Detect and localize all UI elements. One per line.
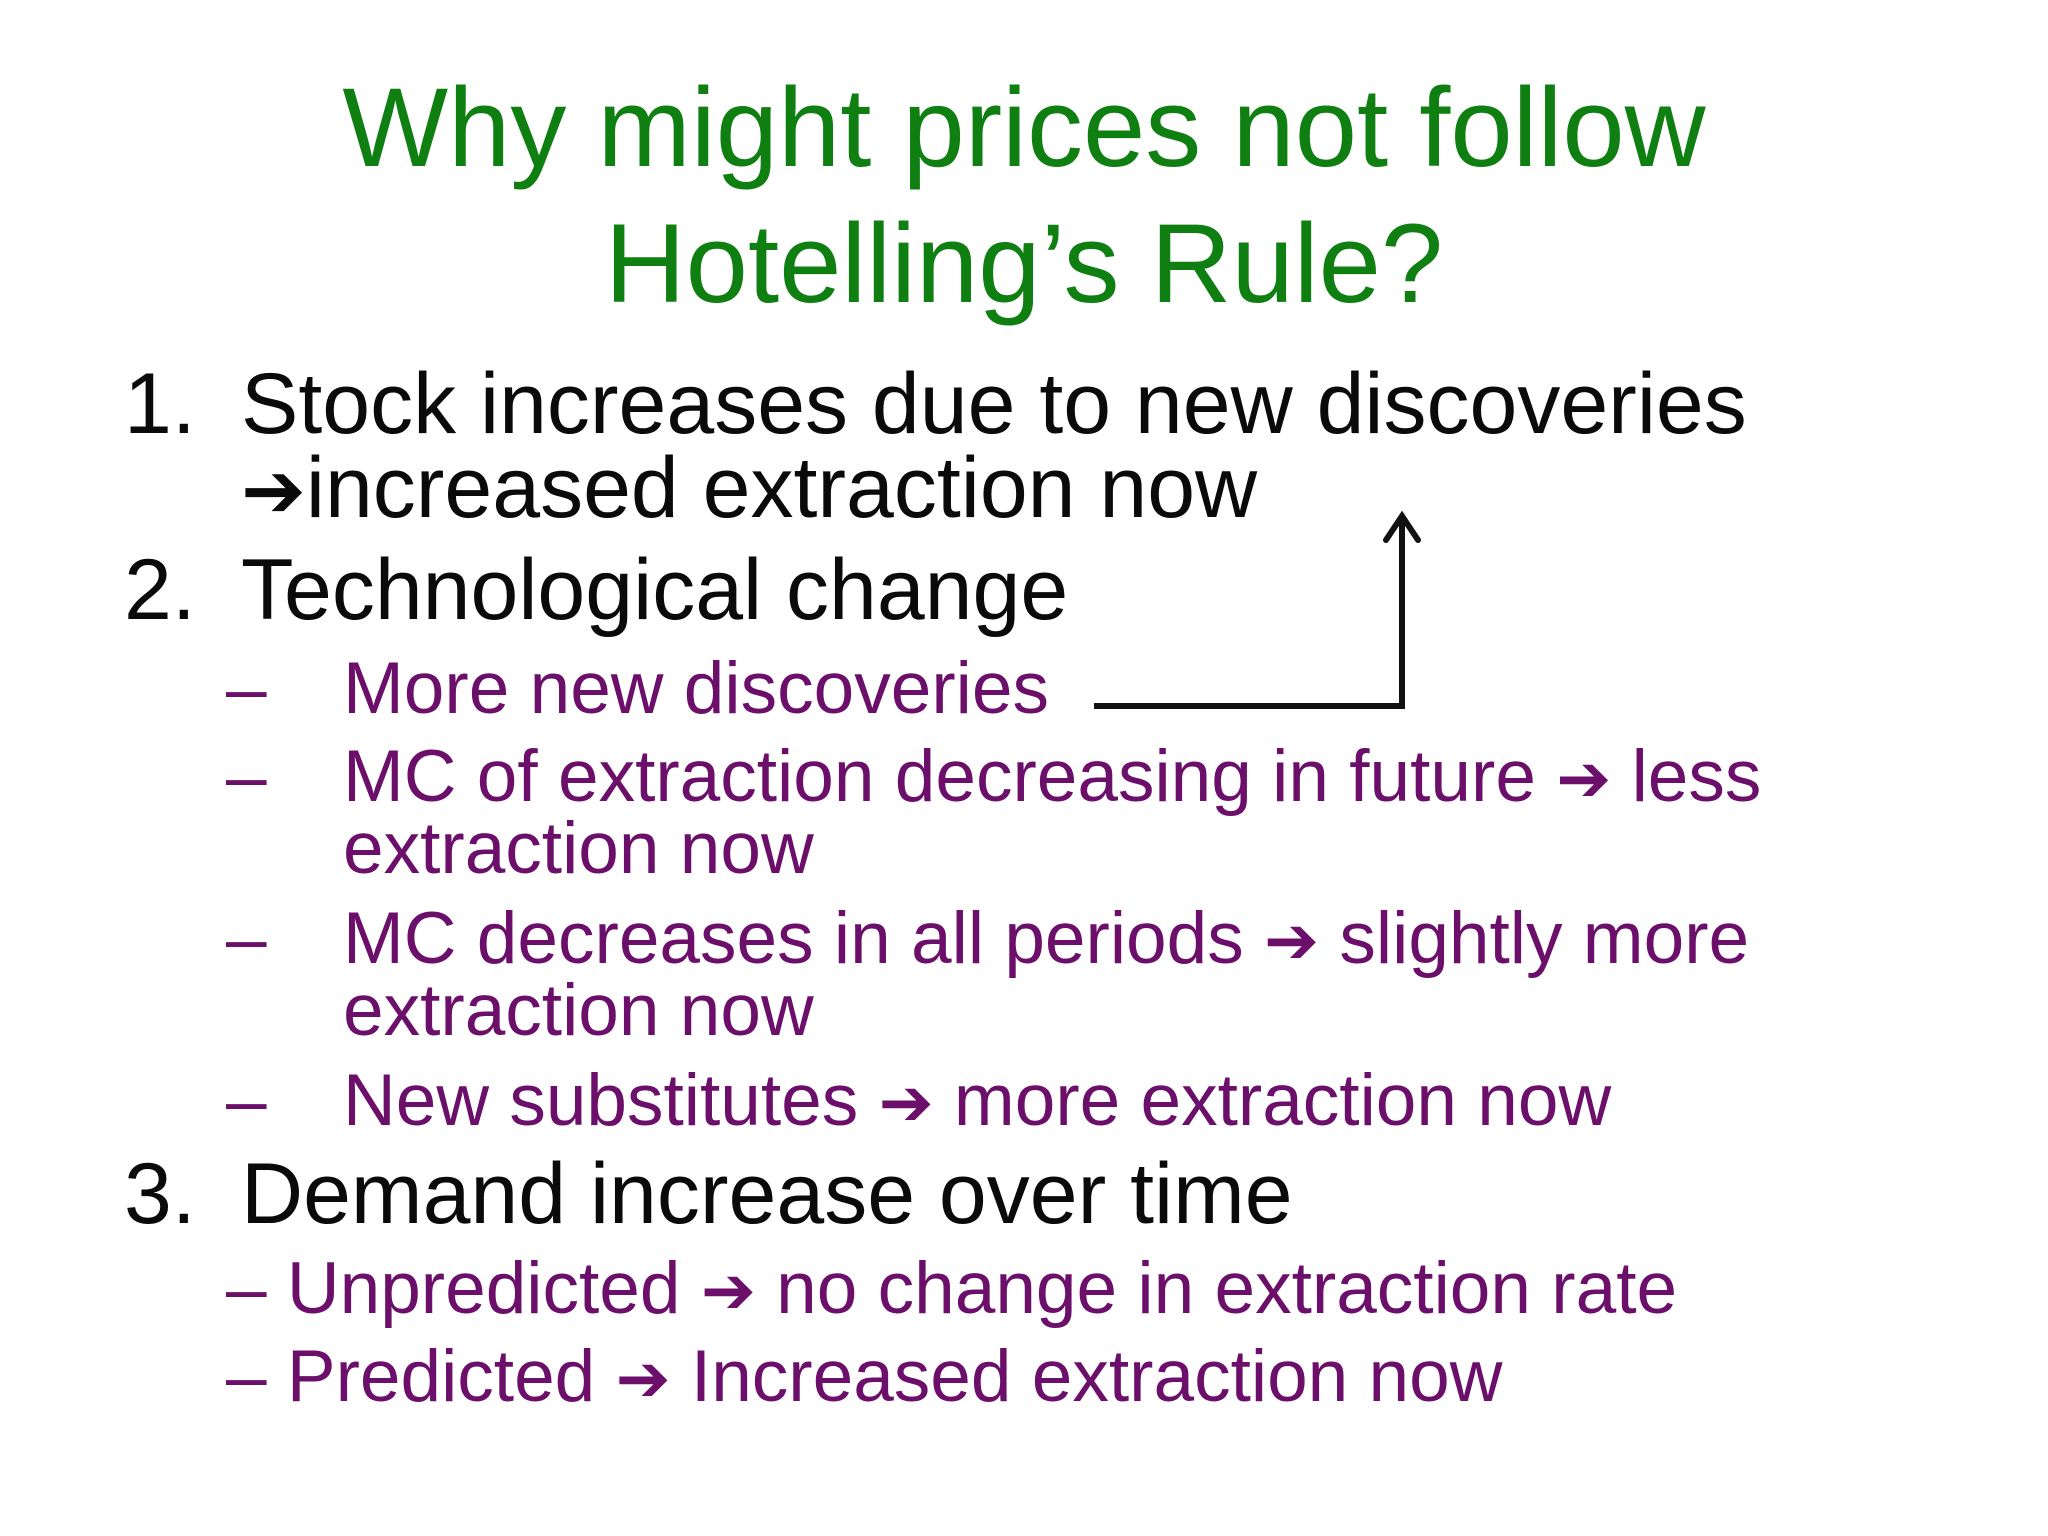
dash-bullet: – [226, 736, 267, 817]
title-line-1: Why might prices not follow [342, 65, 1706, 190]
sub-item-post: less [1631, 736, 1762, 817]
right-arrow-icon: ➔ [878, 1065, 934, 1141]
item-continuation: ➔increased extraction now [241, 445, 1257, 536]
sub-item-continuation-text: extraction now [343, 808, 814, 889]
sub-item-text: – Unpredicted ➔ no change in extraction … [226, 1252, 1677, 1328]
sub-item-pre: – Unpredicted [226, 1248, 681, 1329]
item-text: Stock increases due to new discoveries [241, 356, 1747, 452]
dash-bullet: – [226, 1060, 267, 1141]
sub-item-pre: MC of extraction decreasing in future [343, 736, 1536, 817]
sub-item-pre: New substitutes [343, 1060, 859, 1141]
sub-item-pre: MC decreases in all periods [343, 898, 1244, 979]
title-line-2: Hotelling’s Rule? [604, 201, 1444, 326]
item-number: 3. [124, 1146, 196, 1242]
sub-item-post: Increased extraction now [690, 1336, 1503, 1417]
sub-item-post: no change in extraction rate [776, 1248, 1678, 1329]
item-number: 2. [124, 542, 196, 638]
sub-item-text: MC decreases in all periods ➔ slightly m… [343, 902, 1749, 978]
sub-item-text: More new discoveries [343, 648, 1049, 729]
item-text: Demand increase over time [241, 1146, 1293, 1242]
sub-item-text: MC of extraction decreasing in future ➔ … [343, 740, 1761, 816]
item-continuation-text: increased extraction now [305, 440, 1258, 536]
item-text: Technological change [241, 542, 1069, 638]
sub-item-text: New substitutes ➔ more extraction now [343, 1064, 1611, 1140]
slide-title: Why might prices not follow Hotelling’s … [0, 60, 2048, 332]
sub-item-post: more extraction now [953, 1060, 1612, 1141]
item-number: 1. [124, 356, 196, 452]
sub-item-post: slightly more [1339, 898, 1750, 979]
right-arrow-icon: ➔ [241, 446, 306, 536]
right-arrow-icon: ➔ [700, 1253, 756, 1329]
arrowhead-icon [1383, 510, 1421, 543]
connector-line [1094, 520, 1405, 709]
sub-item-pre: – Predicted [226, 1336, 596, 1417]
right-arrow-icon: ➔ [615, 1341, 671, 1417]
right-arrow-icon: ➔ [1264, 903, 1320, 979]
sub-item-text: – Predicted ➔ Increased extraction now [226, 1340, 1502, 1416]
dash-bullet: – [226, 898, 267, 979]
dash-bullet: – [226, 648, 267, 729]
right-arrow-icon: ➔ [1556, 741, 1612, 817]
sub-item-continuation-text: extraction now [343, 970, 814, 1051]
